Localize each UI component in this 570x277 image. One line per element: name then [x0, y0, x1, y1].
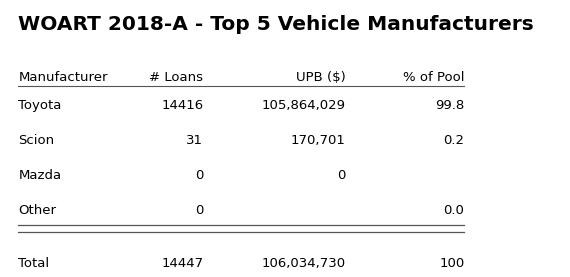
Text: Mazda: Mazda [18, 169, 62, 182]
Text: 0: 0 [195, 204, 203, 217]
Text: 105,864,029: 105,864,029 [262, 99, 346, 112]
Text: 0: 0 [195, 169, 203, 182]
Text: 106,034,730: 106,034,730 [262, 257, 346, 270]
Text: WOART 2018-A - Top 5 Vehicle Manufacturers: WOART 2018-A - Top 5 Vehicle Manufacture… [18, 15, 534, 34]
Text: Total: Total [18, 257, 50, 270]
Text: 170,701: 170,701 [291, 134, 346, 147]
Text: Toyota: Toyota [18, 99, 62, 112]
Text: 0: 0 [337, 169, 346, 182]
Text: UPB ($): UPB ($) [296, 71, 346, 84]
Text: 100: 100 [439, 257, 465, 270]
Text: Manufacturer: Manufacturer [18, 71, 108, 84]
Text: 14447: 14447 [161, 257, 203, 270]
Text: 0.2: 0.2 [443, 134, 465, 147]
Text: # Loans: # Loans [149, 71, 203, 84]
Text: Scion: Scion [18, 134, 55, 147]
Text: 31: 31 [186, 134, 203, 147]
Text: Other: Other [18, 204, 56, 217]
Text: 99.8: 99.8 [435, 99, 465, 112]
Text: 14416: 14416 [161, 99, 203, 112]
Text: % of Pool: % of Pool [403, 71, 465, 84]
Text: 0.0: 0.0 [443, 204, 465, 217]
